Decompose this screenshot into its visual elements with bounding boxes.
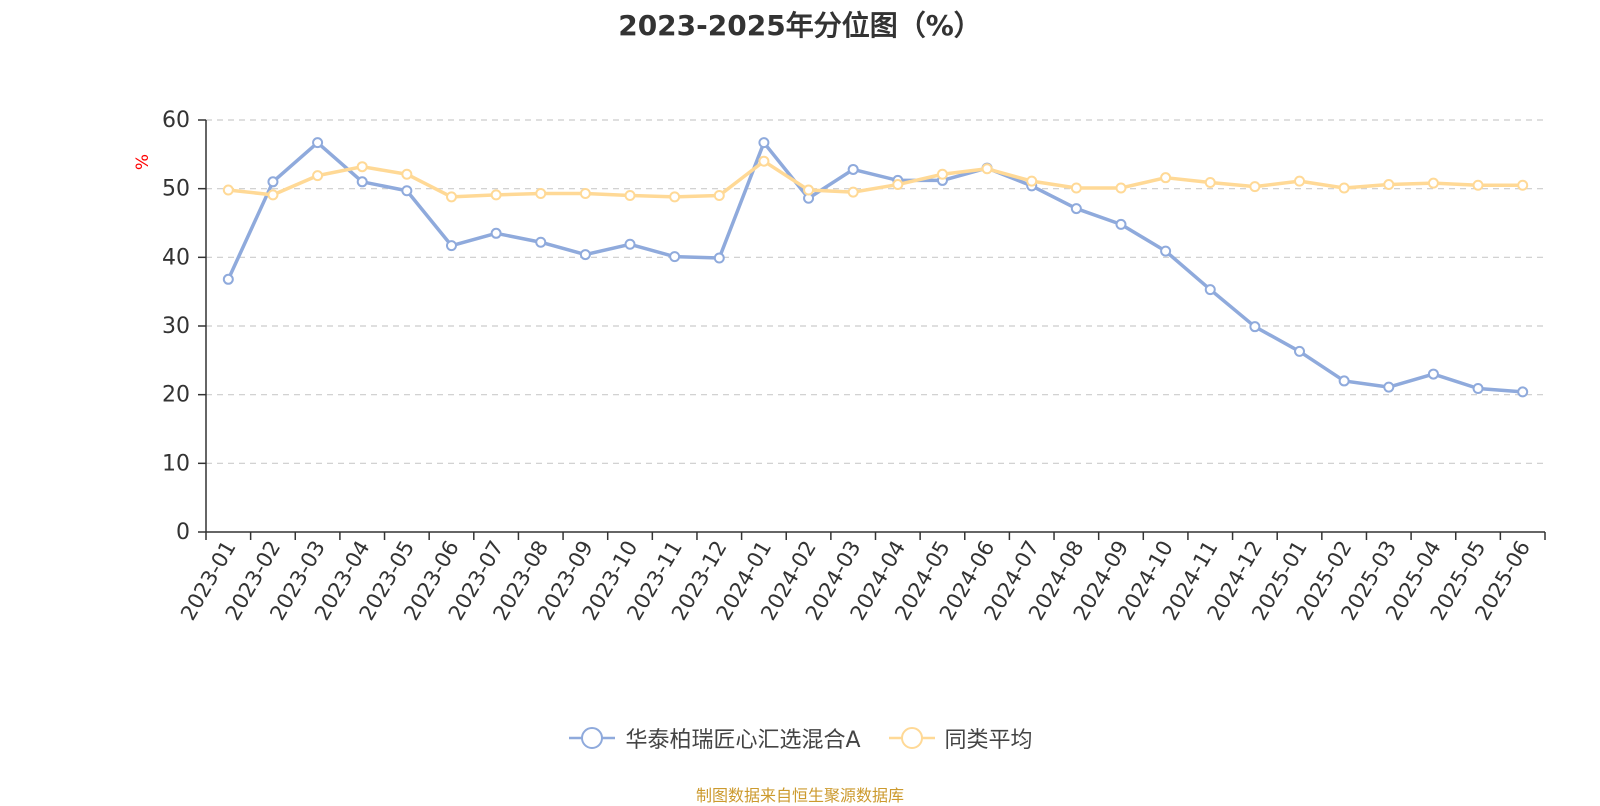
legend-marker-icon <box>569 727 616 749</box>
data-point <box>1517 179 1529 191</box>
data-point <box>1160 245 1172 257</box>
data-point <box>1294 345 1306 357</box>
data-point <box>312 137 324 149</box>
data-point <box>1472 179 1484 191</box>
data-point <box>847 163 859 175</box>
data-point <box>1383 179 1395 191</box>
data-point <box>579 187 591 199</box>
y-tick-label: 10 <box>162 451 190 476</box>
data-point <box>535 236 547 248</box>
series-1 <box>222 137 1529 398</box>
data-point <box>401 185 413 197</box>
data-point <box>1070 182 1082 194</box>
data-point <box>847 186 859 198</box>
source-note: 制图数据来自恒生聚源数据库 <box>695 786 904 805</box>
data-point <box>624 190 636 202</box>
data-point <box>445 240 457 252</box>
data-point <box>1338 375 1350 387</box>
data-point <box>1427 177 1439 189</box>
data-point <box>1115 182 1127 194</box>
data-point <box>669 191 681 203</box>
data-point <box>356 176 368 188</box>
chart-title: 2023-2025年分位图（%） <box>618 9 982 42</box>
data-point <box>1026 175 1038 187</box>
data-point <box>713 190 725 202</box>
legend-item-series-2[interactable]: 同类平均 <box>887 722 1033 754</box>
y-tick-label: 0 <box>176 520 190 545</box>
data-point <box>713 252 725 264</box>
y-tick-label: 30 <box>162 314 190 339</box>
data-point <box>669 251 681 263</box>
data-point <box>758 155 770 167</box>
data-point <box>267 189 279 201</box>
data-point <box>1115 218 1127 230</box>
data-point <box>624 238 636 250</box>
data-point <box>1517 386 1529 398</box>
legend-label: 同类平均 <box>944 728 1033 753</box>
data-point <box>1383 381 1395 393</box>
data-point <box>1160 172 1172 184</box>
data-point <box>1338 182 1350 194</box>
legend: 华泰柏瑞匠心汇选混合A 同类平均 <box>0 722 1600 754</box>
data-point <box>356 161 368 173</box>
series-line <box>226 140 1523 394</box>
data-point <box>401 168 413 180</box>
legend-marker-icon <box>888 727 935 749</box>
data-point <box>1294 175 1306 187</box>
y-axis-label: % <box>133 154 153 170</box>
data-point <box>892 179 904 191</box>
data-point <box>1249 321 1261 333</box>
legend-label: 华泰柏瑞匠心汇选混合A <box>625 728 861 753</box>
data-point <box>1070 203 1082 215</box>
data-point <box>267 176 279 188</box>
data-point <box>936 168 948 180</box>
data-point <box>490 227 502 239</box>
data-point <box>1249 181 1261 193</box>
data-point <box>1204 284 1216 296</box>
data-point <box>490 189 502 201</box>
y-tick-label: 20 <box>162 383 190 408</box>
y-tick-label: 60 <box>162 108 190 133</box>
data-point <box>1472 382 1484 394</box>
y-tick-label: 40 <box>162 245 190 270</box>
data-point <box>312 170 324 182</box>
data-point <box>803 184 815 196</box>
series-2 <box>222 155 1529 203</box>
data-point <box>222 273 234 285</box>
y-tick-label: 50 <box>162 177 190 202</box>
data-point <box>981 163 993 175</box>
data-point <box>222 184 234 196</box>
line-chart: 0102030405060%2023-012023-022023-032023-… <box>133 108 1546 624</box>
data-point <box>445 191 457 203</box>
series-line <box>228 159 1523 199</box>
data-point <box>1427 368 1439 380</box>
data-point <box>535 187 547 199</box>
data-point <box>579 249 591 261</box>
data-point <box>758 137 770 149</box>
data-point <box>1204 176 1216 188</box>
legend-circle <box>900 727 923 749</box>
legend-circle <box>581 727 604 749</box>
legend-item-series-1[interactable]: 华泰柏瑞匠心汇选混合A <box>567 722 861 754</box>
